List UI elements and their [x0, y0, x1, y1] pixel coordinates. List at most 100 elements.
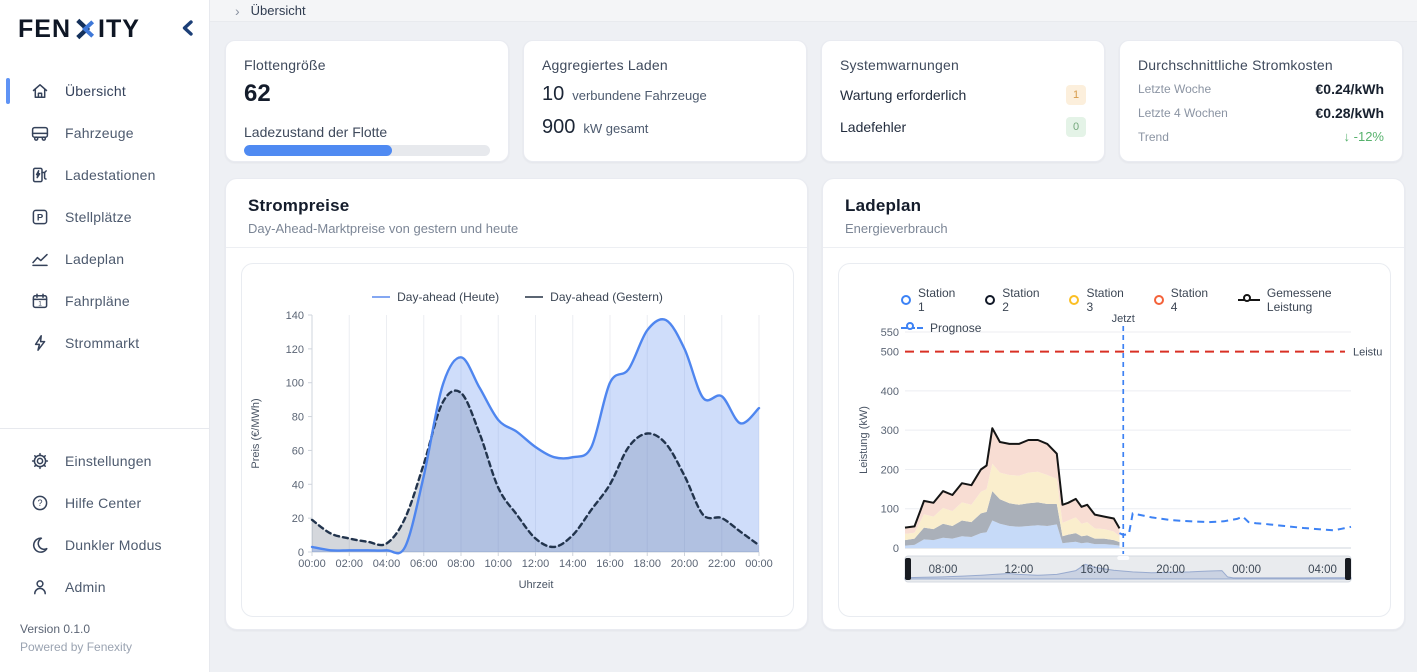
load-legend: Station 1 Station 2 Station 3 Station 4: [901, 286, 1380, 335]
legend-item-gemessene-leistung[interactable]: Gemessene Leistung: [1237, 286, 1380, 314]
sidebar-item-fahrplaene[interactable]: 1 Fahrpläne: [0, 280, 209, 322]
warning-row-maintenance: Wartung erforderlich 1: [840, 85, 1086, 105]
price-legend: Day-ahead (Heute) Day-ahead (Gestern): [242, 290, 793, 304]
fleet-size-value: 62: [244, 80, 271, 107]
cost-row-last-week: Letzte Woche €0.24/kWh: [1138, 81, 1384, 97]
station-4-marker: [1153, 295, 1164, 305]
svg-text:200: 200: [881, 464, 899, 476]
strompreise-chart-panel: 0 20 40 60 80 100 120 140 00:00 02:00 04:00 06:00 08…: [241, 263, 794, 617]
parking-icon: P: [32, 209, 48, 225]
gear-icon: [31, 452, 49, 470]
svg-text:400: 400: [881, 386, 899, 398]
user-icon: [34, 580, 46, 595]
moon-icon: [33, 537, 48, 553]
svg-text:40: 40: [292, 479, 304, 491]
sidebar-item-ladeplan[interactable]: Ladeplan: [0, 238, 209, 280]
svg-text:20: 20: [292, 513, 304, 525]
breadcrumb[interactable]: Übersicht: [250, 3, 306, 18]
sidebar-item-uebersicht[interactable]: Übersicht: [0, 70, 209, 112]
ladeplan-card: Ladeplan Energieverbrauch 0 100 200 300 400 5…: [822, 178, 1405, 630]
svg-text:500: 500: [881, 347, 899, 359]
time-range-brush[interactable]: [905, 556, 1352, 582]
sidebar-collapse-button[interactable]: [178, 17, 197, 42]
svg-text:0: 0: [298, 547, 304, 559]
sidebar-item-strommarkt[interactable]: Strommarkt: [0, 322, 209, 364]
card-stromkosten: Durchschnittliche Stromkosten Letzte Woc…: [1119, 40, 1403, 162]
ladeplan-header: Ladeplan Energieverbrauch: [823, 179, 1404, 247]
card-title: Durchschnittliche Stromkosten: [1138, 57, 1333, 73]
svg-text:08:00: 08:00: [929, 564, 958, 576]
sidebar: FEN ITY Übersicht Fahrzeuge: [0, 0, 210, 672]
total-power-label: kW gesamt: [583, 121, 649, 136]
svg-text:0: 0: [893, 543, 899, 555]
help-icon: ?: [32, 495, 48, 511]
svg-text:08:00: 08:00: [447, 558, 475, 570]
svg-text:60: 60: [292, 445, 304, 457]
sidebar-footer-menu: Einstellungen ? Hilfe Center Dunkler Mod…: [0, 440, 209, 608]
sidebar-item-admin[interactable]: Admin: [0, 566, 209, 608]
legend-item-station-2[interactable]: Station 2: [985, 286, 1049, 314]
svg-text:P: P: [37, 213, 44, 224]
breadcrumb-chevron-icon: ›: [235, 2, 240, 19]
forecast-marker: [901, 322, 923, 334]
version-text: Version 0.1.0: [20, 622, 91, 636]
cost-row-last-4-weeks: Letzte 4 Wochen €0.28/kWh: [1138, 105, 1384, 121]
sidebar-item-einstellungen[interactable]: Einstellungen: [0, 440, 209, 482]
legend-item-station-3[interactable]: Station 3: [1069, 286, 1133, 314]
svg-text:Leistu: Leistu: [1353, 347, 1382, 359]
station-2-marker: [985, 295, 996, 305]
card-aggregiertes-laden: Aggregiertes Laden 10 verbundene Fahrzeu…: [523, 40, 807, 162]
card-systemwarnungen: Systemwarnungen Wartung erforderlich 1 L…: [821, 40, 1105, 162]
topbar: › Übersicht: [210, 0, 1417, 22]
brand-logo[interactable]: FEN ITY: [18, 15, 140, 44]
svg-text:Leistung (kW): Leistung (kW): [858, 406, 870, 474]
sidebar-item-hilfe-center[interactable]: ? Hilfe Center: [0, 482, 209, 524]
powered-text: Powered by Fenexity: [20, 640, 133, 654]
warning-row-charging-errors: Ladefehler 0: [840, 117, 1086, 137]
header-divider: [226, 247, 807, 248]
sidebar-item-label: Übersicht: [65, 83, 126, 99]
svg-text:14:00: 14:00: [559, 558, 587, 570]
total-power-value: 900: [542, 116, 576, 138]
svg-text:00:00: 00:00: [745, 558, 773, 570]
sidebar-item-stellplaetze[interactable]: P Stellplätze: [0, 196, 209, 238]
gestern-line-swatch: [525, 296, 544, 298]
card-flottengroesse: Flottengröße 62 Ladezustand der Flotte: [225, 40, 509, 162]
legend-item-station-4[interactable]: Station 4: [1153, 286, 1218, 314]
fleet-soc-progressbar: [244, 145, 490, 156]
svg-text:06:00: 06:00: [410, 558, 438, 570]
measured-marker: [1237, 294, 1260, 306]
trend-value: ↓ -12%: [1343, 129, 1384, 144]
brand-text-left: FEN: [18, 14, 71, 43]
sidebar-item-fahrzeuge[interactable]: Fahrzeuge: [0, 112, 209, 154]
home-icon: [32, 84, 48, 98]
connected-vehicles-label: verbundene Fahrzeuge: [572, 88, 707, 103]
strompreise-header: Strompreise Day-Ahead-Marktpreise von ge…: [226, 179, 807, 247]
svg-text:1: 1: [38, 301, 42, 308]
bolt-icon: [34, 335, 46, 351]
legend-item-station-1[interactable]: Station 1: [901, 286, 965, 314]
version-block: Version 0.1.0 Powered by Fenexity: [20, 620, 132, 656]
calendar-icon: 1: [32, 293, 48, 309]
svg-text:10:00: 10:00: [484, 558, 512, 570]
sidebar-item-ladestationen[interactable]: Ladestationen: [0, 154, 209, 196]
svg-text:16:00: 16:00: [596, 558, 624, 570]
strompreise-card: Strompreise Day-Ahead-Marktpreise von ge…: [225, 178, 808, 630]
sidebar-item-dunkler-modus[interactable]: Dunkler Modus: [0, 524, 209, 566]
card-title: Systemwarnungen: [840, 57, 959, 73]
charging-errors-count-badge: 0: [1066, 117, 1086, 137]
card-title: Aggregiertes Laden: [542, 57, 668, 73]
active-indicator: [6, 78, 10, 104]
sidebar-divider: [0, 428, 209, 429]
area-chart-icon: [32, 253, 48, 267]
legend-item-prognose[interactable]: Prognose: [901, 321, 981, 335]
chevron-left-icon: [182, 19, 193, 36]
svg-text:140: 140: [286, 310, 304, 322]
legend-item-gestern[interactable]: Day-ahead (Gestern): [525, 290, 663, 304]
svg-text:80: 80: [292, 412, 304, 424]
svg-text:00:00: 00:00: [298, 558, 326, 570]
legend-item-heute[interactable]: Day-ahead (Heute): [372, 290, 499, 304]
cost-row-trend: Trend ↓ -12%: [1138, 129, 1384, 144]
svg-text:12:00: 12:00: [1004, 564, 1033, 576]
